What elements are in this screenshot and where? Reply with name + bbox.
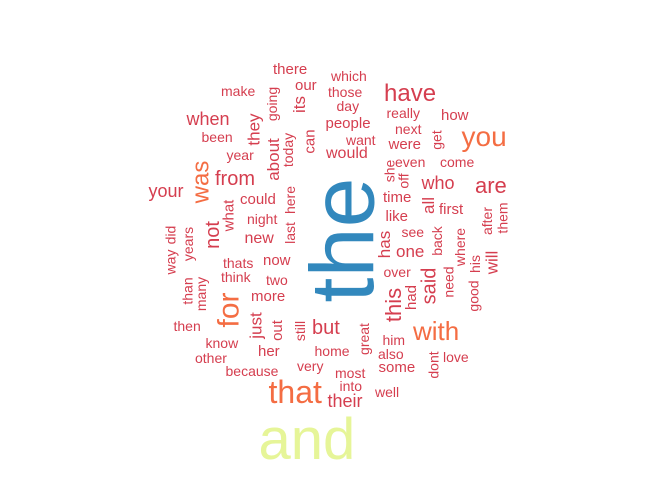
word-now: now [263,251,291,269]
word-about: about [263,137,283,181]
word-need: need [440,266,457,298]
word-thats: thats [223,255,254,271]
word-like: like [385,207,409,225]
word-from: from [215,168,255,190]
word-today: today [280,132,297,168]
word-what: what [220,199,238,231]
word-they: they [244,112,264,146]
word-people: people [325,114,371,132]
word-its: its [289,95,309,113]
word-think: think [221,269,251,285]
word-over: over [383,264,411,280]
word-then: then [173,318,201,334]
word-here: here [282,185,299,215]
word-can: can [301,128,319,154]
word-years: years [180,226,197,262]
word-make: make [221,83,256,99]
word-with: with [413,316,460,346]
word-our: our [295,76,317,94]
word-off: off [395,173,412,189]
word-your: your [148,181,184,201]
word-when: when [186,109,230,129]
word-had: had [402,284,420,310]
word-are: are [475,173,507,198]
word-after: after [479,206,496,236]
word-love: love [443,349,469,365]
word-next: next [395,121,422,137]
word-she: she [380,159,397,183]
word-who: who [421,173,455,193]
word-new: new [244,230,274,247]
word-very: very [297,358,324,374]
word-still: still [292,320,309,342]
word-them: them [494,202,511,234]
word-more: more [251,287,286,305]
word-there: there [273,60,308,78]
word-said: said [417,267,440,305]
word-one: one [396,241,425,261]
word-way: way [161,249,178,275]
word-was: was [186,160,214,204]
word-you: you [461,121,507,152]
word-see: see [401,224,425,240]
word-him: him [382,332,406,348]
word-out: out [268,319,286,341]
word-most: most [335,365,366,381]
word-also: also [378,346,404,362]
word-their: their [327,391,363,411]
word-for: for [212,292,246,328]
word-have: have [384,80,437,107]
word-which: which [331,68,367,84]
word-back: back [428,226,445,256]
word-home: home [314,343,350,359]
word-just: just [246,311,266,339]
word-but: but [312,317,340,339]
word-dont: dont [425,351,442,379]
word-well: well [375,384,400,400]
word-because: because [225,363,279,379]
word-year: year [226,147,254,163]
word-that: that [268,374,322,410]
word-were: were [388,135,422,153]
word-want: want [346,132,376,148]
word-than: than [179,277,196,305]
word-good: good [465,280,482,312]
word-her: her [258,342,280,360]
word-will: will [482,250,502,274]
word-even: even [395,154,426,170]
word-come: come [440,154,475,170]
word-been: been [201,129,233,145]
word-other: other [195,350,227,366]
word-night: night [247,211,278,227]
word-and: and [258,407,356,472]
word-know: know [205,335,239,351]
word-first: first [439,200,464,218]
word-those: those [328,84,363,100]
word-great: great [355,323,372,355]
word-get: get [428,130,445,150]
word-could: could [240,190,276,208]
word-some: some [378,358,416,376]
word-last: last [281,222,298,244]
word-where: where [452,227,469,267]
word-really: really [386,105,420,121]
word-this: this [381,287,407,323]
word-many: many [193,276,210,312]
word-did: did [161,225,178,245]
word-all: all [418,196,438,214]
word-going: going [264,86,281,122]
word-would: would [326,145,368,162]
word-into: into [339,378,363,394]
word-time: time [383,188,412,206]
word-his: his [466,255,483,273]
word-two: two [266,272,288,288]
word-has: has [374,230,394,258]
word-day: day [336,98,360,114]
word-how: how [441,106,469,124]
